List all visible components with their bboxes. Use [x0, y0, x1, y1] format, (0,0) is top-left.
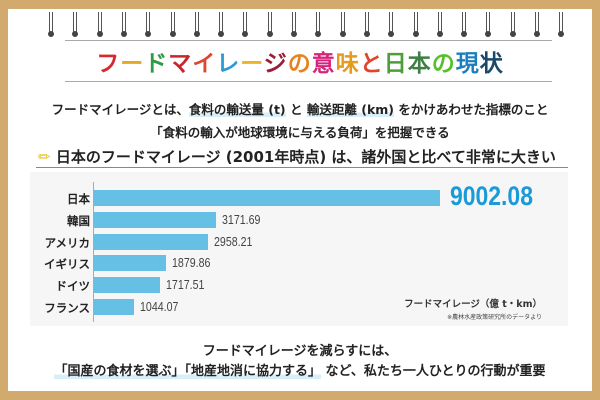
bar — [94, 255, 167, 272]
title-char: と — [359, 51, 384, 77]
ring — [363, 12, 370, 38]
chart-heading: ✏ 日本のフードマイレージ (2001年時点) は、諸外国と比べて非常に大きい — [36, 146, 568, 168]
category-label: 日本 — [67, 192, 90, 206]
ring — [266, 12, 273, 38]
title-char: 日 — [383, 51, 408, 77]
ring — [291, 12, 297, 38]
title-char: 本 — [407, 51, 432, 77]
chart-heading-text: 日本のフードマイレージ (2001年時点) は、諸外国と比べて非常に大きい — [55, 148, 556, 166]
ring — [193, 12, 200, 38]
title-char: ド — [144, 51, 169, 77]
highlight-local-food: 「国産の食材を選ぶ」 — [54, 364, 185, 379]
title-char: マ — [168, 51, 193, 77]
title-char: 状 — [479, 51, 504, 77]
ring — [534, 12, 540, 38]
title-char: 現 — [455, 51, 480, 77]
title-char: ー — [120, 51, 145, 77]
title-char: レ — [216, 51, 241, 77]
title-char: の — [431, 51, 456, 77]
ring — [388, 12, 395, 38]
ring — [120, 12, 127, 38]
ring — [339, 12, 346, 38]
ring — [315, 12, 322, 38]
highlight-volume: 食料の輸送量 (t) — [188, 102, 286, 117]
spiral-binding — [48, 12, 568, 38]
category-label: イギリス — [44, 257, 90, 272]
footer-line-2: 「国産の食材を選ぶ」「地産地消に協力する」 など、私たち一人ひとりの行動が重要 — [0, 360, 600, 379]
lead-text: をかけあわせた指標のこと — [394, 102, 549, 117]
title-char: ジ — [263, 51, 288, 77]
bar — [94, 190, 440, 206]
title-char: イ — [192, 51, 217, 77]
value-label: 1044.07 — [140, 300, 179, 314]
ring — [461, 12, 468, 38]
ring — [169, 12, 176, 38]
category-label: ドイツ — [55, 279, 91, 294]
ring — [218, 12, 225, 38]
bar — [94, 211, 216, 228]
divider — [65, 40, 552, 41]
ring — [412, 12, 419, 38]
ring — [145, 12, 152, 38]
ring — [242, 12, 249, 38]
title-char: 味 — [335, 51, 360, 77]
ring — [558, 12, 565, 38]
bar — [94, 299, 135, 315]
ring — [509, 12, 516, 38]
lead-text: と — [285, 102, 307, 117]
bar — [94, 277, 160, 294]
bar-chart: フードマイレージ（億 t・km） ※農林水産政策研究所のデータより 日本 9002… — [30, 172, 568, 326]
ring — [96, 12, 103, 38]
highlight-local-consumption: 「地産地消に協力する」 — [184, 364, 322, 379]
ring — [436, 12, 443, 38]
unit-label: フードマイレージ（億 t・km） — [404, 299, 542, 310]
category-label: アメリカ — [44, 235, 90, 250]
category-label: フランス — [44, 301, 90, 315]
title-char: の — [287, 51, 312, 77]
value-label: 9002.08 — [450, 181, 533, 211]
ring — [72, 12, 79, 38]
title-char: ー — [240, 51, 264, 77]
value-label: 2958.21 — [213, 234, 253, 249]
value-label: 1717.51 — [166, 278, 205, 293]
lead-text: フードマイレージとは、 — [51, 102, 189, 117]
source-note: ※農林水産政策研究所のデータより — [447, 314, 542, 321]
footer-line-1: フードマイレージを減らすには、 — [202, 344, 398, 359]
lead-line-1: フードマイレージとは、食料の輸送量 (t) と 輸送距離 (km) をかけあわせ… — [0, 99, 600, 118]
value-label: 3171.69 — [221, 212, 261, 227]
page-title: フードマイレージの意味と日本の現状 — [0, 44, 600, 78]
divider — [65, 81, 552, 82]
y-axis — [93, 182, 94, 322]
value-label: 1879.86 — [172, 256, 211, 271]
category-label: 韓国 — [67, 213, 90, 228]
highlight-distance: 輸送距離 (km) — [306, 102, 394, 117]
pencil-icon: ✏ — [38, 148, 51, 166]
title-char: フ — [96, 51, 121, 77]
ring — [485, 12, 492, 38]
lead-line-2: 「食料の輸入が地球環境に与える負荷」を把握できる — [150, 125, 450, 140]
bar — [94, 233, 208, 250]
title-char: 意 — [311, 51, 336, 77]
footer-text: など、私たち一人ひとりの行動が重要 — [321, 364, 546, 379]
ring — [48, 12, 54, 38]
